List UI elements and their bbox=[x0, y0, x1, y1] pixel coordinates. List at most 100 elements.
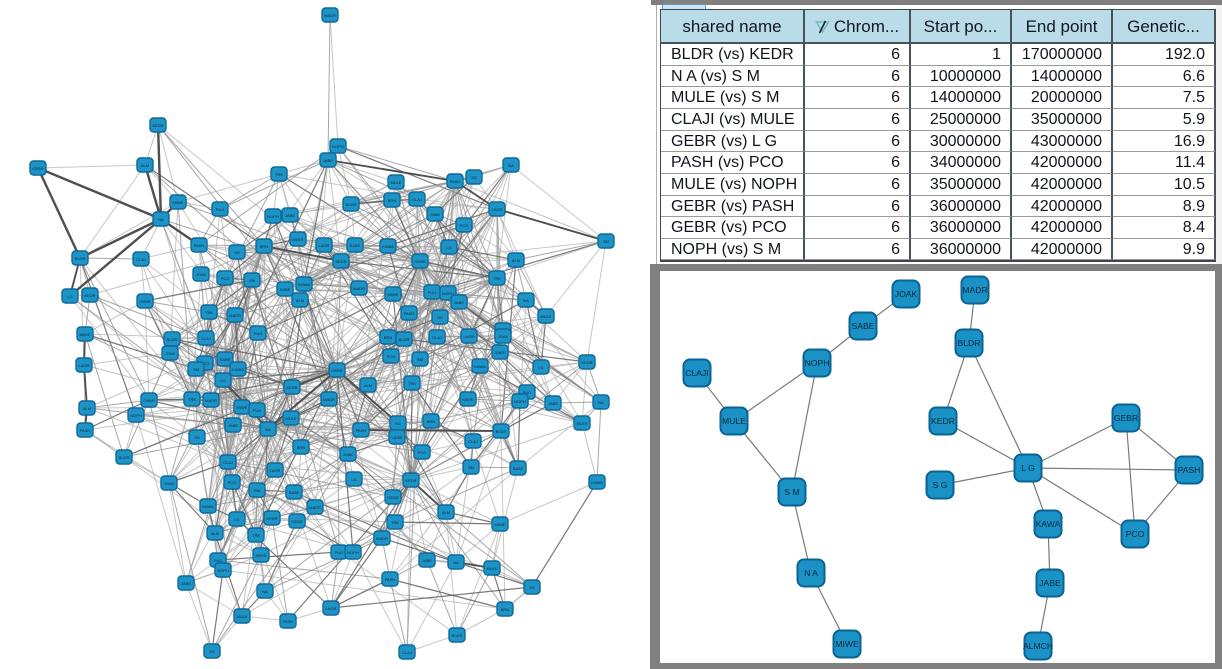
svg-text:CLAJ: CLAJ bbox=[468, 439, 478, 444]
svg-text:TRK: TRK bbox=[408, 381, 416, 386]
svg-text:LG: LG bbox=[234, 517, 239, 522]
svg-text:BLDR: BLDR bbox=[346, 202, 357, 207]
svg-text:GEBR: GEBR bbox=[387, 495, 398, 500]
svg-text:JOAK: JOAK bbox=[196, 272, 207, 277]
svg-text:PCO: PCO bbox=[221, 276, 230, 281]
svg-text:SG: SG bbox=[209, 649, 215, 654]
svg-text:SG: SG bbox=[529, 585, 535, 590]
svg-text:NOPH: NOPH bbox=[347, 550, 359, 555]
svg-text:PASH: PASH bbox=[1178, 465, 1201, 475]
svg-text:GEBR: GEBR bbox=[32, 166, 43, 171]
svg-text:KAWA: KAWA bbox=[298, 282, 310, 287]
svg-text:KEDR: KEDR bbox=[266, 516, 277, 521]
svg-text:PCO: PCO bbox=[460, 223, 469, 228]
svg-text:SM: SM bbox=[193, 367, 199, 372]
svg-text:LAGR: LAGR bbox=[492, 207, 503, 212]
svg-text:LG: LG bbox=[538, 365, 543, 370]
svg-text:MIWE: MIWE bbox=[495, 522, 506, 527]
svg-text:MADR: MADR bbox=[205, 398, 217, 403]
svg-text:SM: SM bbox=[603, 239, 609, 244]
svg-text:LG: LG bbox=[220, 378, 225, 383]
svg-text:PASH: PASH bbox=[450, 179, 461, 184]
svg-text:BRN: BRN bbox=[297, 445, 306, 450]
svg-text:KEDR: KEDR bbox=[286, 385, 297, 390]
svg-text:S G: S G bbox=[933, 480, 948, 490]
svg-text:TRK: TRK bbox=[275, 172, 283, 177]
svg-text:BLDR: BLDR bbox=[452, 633, 463, 638]
svg-text:MIWE: MIWE bbox=[256, 553, 267, 558]
svg-text:JOAK: JOAK bbox=[164, 481, 175, 486]
svg-text:TRK: TRK bbox=[205, 310, 213, 315]
svg-text:LG: LG bbox=[446, 245, 451, 250]
svg-text:LAGR: LAGR bbox=[326, 606, 337, 611]
svg-text:PASH: PASH bbox=[356, 428, 367, 433]
svg-text:NOPH: NOPH bbox=[442, 291, 454, 296]
svg-text:MULE: MULE bbox=[285, 416, 296, 421]
svg-text:CLAJ: CLAJ bbox=[412, 197, 422, 202]
svg-text:KEDR: KEDR bbox=[931, 416, 955, 426]
svg-text:MADR: MADR bbox=[324, 13, 336, 18]
svg-text:PCO: PCO bbox=[228, 480, 237, 485]
svg-text:BRN: BRN bbox=[501, 607, 510, 612]
svg-text:PUG: PUG bbox=[214, 558, 223, 563]
svg-text:L G: L G bbox=[1021, 463, 1035, 473]
svg-text:ALM: ALM bbox=[141, 163, 149, 168]
svg-text:NA: NA bbox=[508, 163, 514, 168]
svg-text:BLDR: BLDR bbox=[167, 337, 178, 342]
svg-text:NOPH: NOPH bbox=[267, 214, 279, 219]
svg-text:JABE: JABE bbox=[454, 300, 464, 305]
svg-text:BLDR: BLDR bbox=[496, 429, 507, 434]
svg-text:NA: NA bbox=[523, 298, 529, 303]
svg-text:MADR: MADR bbox=[229, 313, 241, 318]
svg-text:GEBR: GEBR bbox=[331, 368, 342, 373]
svg-text:KAWA: KAWA bbox=[474, 364, 486, 369]
svg-text:S M: S M bbox=[784, 487, 799, 497]
svg-text:JABE: JABE bbox=[1039, 578, 1061, 588]
svg-text:LAGR: LAGR bbox=[464, 334, 475, 339]
svg-text:SABE: SABE bbox=[513, 466, 524, 471]
svg-text:NOPH: NOPH bbox=[514, 399, 526, 404]
svg-text:SG: SG bbox=[234, 250, 240, 255]
svg-text:GEBR: GEBR bbox=[291, 519, 302, 524]
svg-text:MULE: MULE bbox=[390, 180, 401, 185]
svg-text:KEDR: KEDR bbox=[581, 360, 592, 365]
svg-text:NA: NA bbox=[598, 400, 604, 405]
svg-text:JOAK: JOAK bbox=[165, 351, 176, 356]
svg-text:JABE: JABE bbox=[228, 423, 238, 428]
svg-text:SABE: SABE bbox=[280, 287, 291, 292]
svg-text:BLDR: BLDR bbox=[119, 455, 130, 460]
svg-text:SM: SM bbox=[249, 278, 255, 283]
svg-text:LG: LG bbox=[351, 477, 356, 482]
svg-text:JOAK: JOAK bbox=[343, 452, 354, 457]
svg-text:BLDR: BLDR bbox=[399, 337, 410, 342]
svg-text:MIWE: MIWE bbox=[463, 397, 474, 402]
svg-text:PCO: PCO bbox=[201, 361, 210, 366]
svg-text:MADR: MADR bbox=[353, 286, 365, 291]
svg-text:PCO: PCO bbox=[418, 450, 427, 455]
svg-text:CLAJ: CLAJ bbox=[432, 335, 442, 340]
svg-text:PASH: PASH bbox=[283, 619, 294, 624]
svg-text:MULE: MULE bbox=[292, 237, 303, 242]
svg-text:SABE: SABE bbox=[289, 490, 300, 495]
svg-text:GEBR: GEBR bbox=[143, 398, 154, 403]
svg-text:NOPH: NOPH bbox=[217, 568, 229, 573]
svg-text:NOPH: NOPH bbox=[130, 413, 142, 418]
svg-text:SG: SG bbox=[395, 421, 401, 426]
svg-text:ALM: ALM bbox=[296, 298, 304, 303]
svg-text:JABE: JABE bbox=[422, 558, 432, 563]
svg-text:MIWE: MIWE bbox=[173, 200, 184, 205]
svg-text:MULE: MULE bbox=[236, 614, 247, 619]
svg-text:SABE: SABE bbox=[350, 243, 361, 248]
svg-text:BRN: BRN bbox=[384, 335, 393, 340]
svg-text:PASH: PASH bbox=[385, 577, 396, 582]
svg-text:BRN: BRN bbox=[388, 198, 397, 203]
svg-text:GEBR: GEBR bbox=[139, 299, 150, 304]
svg-text:ALMCH: ALMCH bbox=[1023, 641, 1053, 651]
svg-text:NA: NA bbox=[453, 560, 459, 565]
svg-text:KEDR: KEDR bbox=[152, 123, 163, 128]
svg-text:BRN: BRN bbox=[427, 419, 436, 424]
svg-text:ALM: ALM bbox=[442, 510, 450, 515]
svg-text:ALM: ALM bbox=[211, 531, 219, 536]
svg-text:MULE: MULE bbox=[540, 314, 551, 319]
svg-text:CLAJ: CLAJ bbox=[223, 460, 233, 465]
